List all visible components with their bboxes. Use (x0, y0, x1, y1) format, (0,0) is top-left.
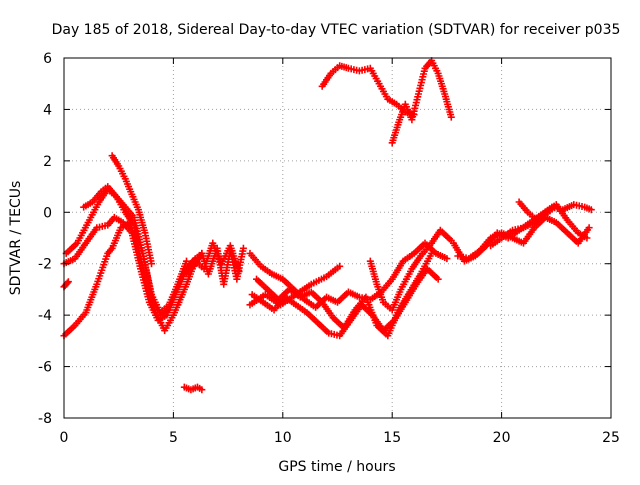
data-point (148, 260, 156, 268)
data-point (198, 386, 206, 394)
data-point (585, 224, 593, 232)
x-axis-label: GPS time / hours (278, 459, 395, 475)
series-track-g (174, 239, 243, 309)
y-tick-label: -4 (38, 308, 52, 324)
x-tick-label: 20 (493, 430, 511, 446)
y-tick-label: -8 (38, 411, 52, 427)
data-point (447, 113, 455, 121)
y-axis-label: SDTVAR / TECUs (8, 181, 24, 296)
series-track-r (388, 57, 455, 147)
data-point (183, 257, 191, 265)
series-track-k (246, 262, 344, 309)
x-tick-label: 0 (60, 430, 69, 446)
data-point (583, 234, 591, 242)
data-point (235, 267, 243, 275)
series-track-c (80, 183, 191, 317)
data-point (239, 244, 247, 252)
series-track-p (515, 198, 558, 224)
x-tick-label: 25 (602, 430, 620, 446)
data-points (60, 57, 595, 394)
data-point (587, 206, 595, 214)
axis-ticks: 0 5 10 15 20 25 -8 -6 -4 -2 0 2 4 6 (38, 51, 620, 446)
series-track-s (180, 383, 206, 394)
x-tick-label: 10 (274, 430, 292, 446)
x-tick-label: 5 (169, 430, 178, 446)
data-point (434, 275, 442, 283)
plot-frame (63, 57, 612, 419)
y-tick-label: 2 (43, 154, 52, 170)
y-tick-label: 0 (43, 205, 52, 221)
data-point (550, 203, 558, 211)
y-tick-label: -2 (38, 257, 52, 273)
y-tick-label: 4 (43, 102, 52, 118)
y-tick-label: 6 (43, 51, 52, 67)
series-track-n (454, 213, 593, 263)
series-track-q (318, 62, 418, 119)
data-point (64, 278, 72, 286)
y-tick-label: -6 (38, 360, 52, 376)
chart-title: Day 185 of 2018, Sidereal Day-to-day VTE… (52, 22, 621, 38)
series-track-d (60, 219, 186, 340)
data-point (443, 255, 451, 263)
x-tick-label: 15 (383, 430, 401, 446)
data-point (336, 262, 344, 270)
data-point (63, 279, 71, 287)
series-track-l (366, 226, 455, 314)
series-track-e (108, 152, 156, 268)
data-point (428, 249, 436, 257)
series-track-t (60, 278, 72, 291)
